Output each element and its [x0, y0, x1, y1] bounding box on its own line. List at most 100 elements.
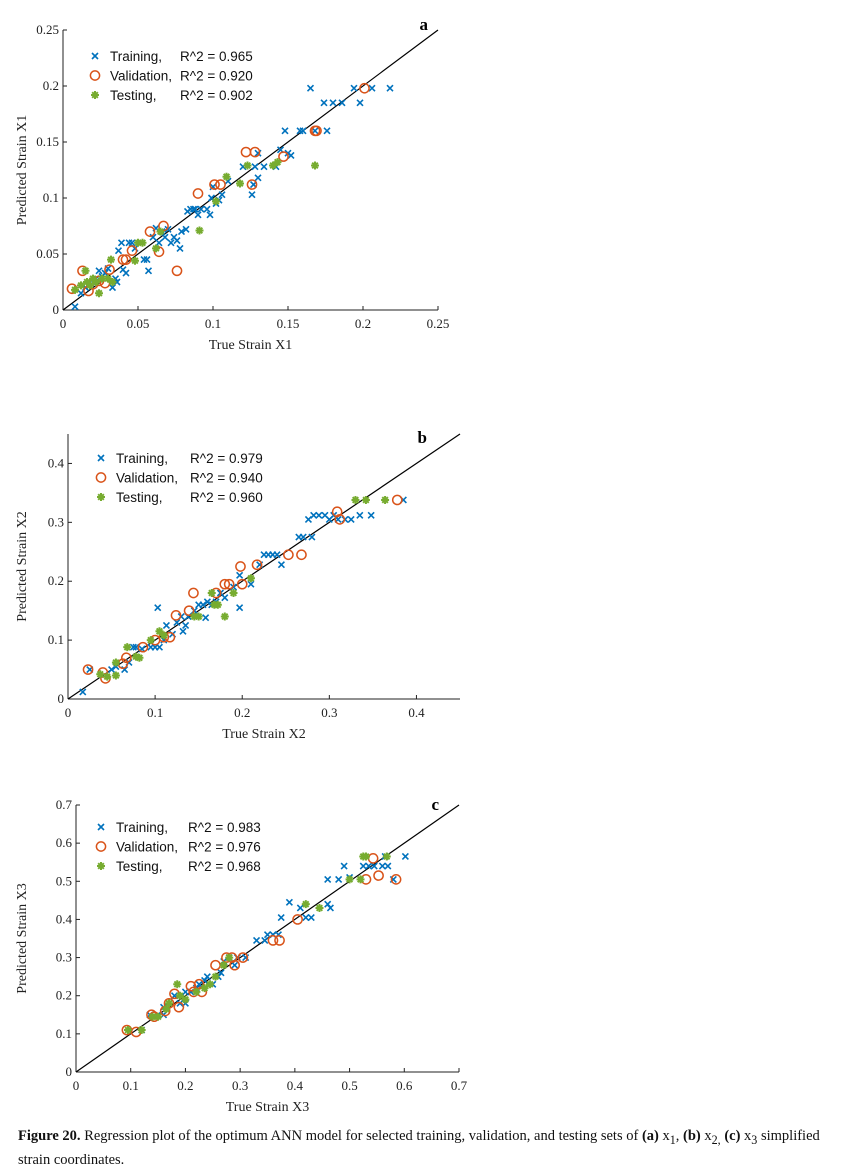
y-tick-label: 0.7: [56, 797, 73, 812]
panel-label: c: [431, 795, 439, 814]
testing-point: [213, 600, 222, 609]
chart-panel-a: 0 0.05 0.1 0.15 0.2 0.25 0 0.05 0.1 0.15 0.2 0.25 Tr…: [15, 15, 449, 353]
training-point: [182, 225, 190, 233]
validation-point: [334, 514, 346, 525]
testing-point: [236, 179, 244, 188]
y-tick-label: 0.15: [36, 134, 59, 149]
series-testing: [123, 852, 391, 1035]
testing-point: [356, 875, 365, 884]
training-point: [197, 205, 205, 213]
validation-point: [121, 652, 132, 664]
testing-point: [190, 612, 199, 621]
validation-point: [292, 914, 303, 925]
legend-marker-validation: [95, 472, 107, 483]
figure-caption: Figure 20. Regression plot of the optimu…: [18, 1126, 828, 1170]
training-point: [194, 211, 202, 219]
testing-point: [138, 238, 147, 247]
y-axis-label: Predicted Strain X2: [15, 511, 30, 621]
validation-point: [170, 610, 182, 621]
training-point: [320, 99, 328, 107]
testing-point: [192, 987, 201, 996]
testing-point: [173, 980, 182, 989]
testing-point: [243, 161, 252, 170]
x-axis-label: True Strain X2: [222, 727, 306, 742]
legend-marker-training: [91, 52, 99, 60]
training-point: [173, 236, 181, 245]
legend-r2-testing: R^2 = 0.960: [190, 490, 263, 505]
x-tick-label: 0.25: [427, 316, 450, 331]
testing-point: [200, 984, 209, 993]
legend-label-validation: Validation,: [116, 471, 178, 486]
training-point: [236, 571, 244, 579]
testing-point: [86, 281, 94, 290]
legend-r2-validation: R^2 = 0.940: [190, 471, 263, 486]
validation-point: [171, 265, 183, 277]
y-tick-label: 0.2: [48, 573, 64, 588]
legend: Training, R^2 = 0.983 Validation, R^2 = 0.9…: [95, 820, 261, 874]
testing-point: [89, 274, 97, 283]
x-tick-label: 0.4: [408, 705, 425, 720]
legend-label-training: Training,: [116, 820, 168, 835]
testing-point: [315, 903, 324, 912]
validation-point: [367, 853, 379, 864]
training-point: [378, 862, 386, 870]
training-point: [273, 551, 281, 559]
validation-point: [144, 226, 156, 237]
x-tick-label: 0.1: [205, 316, 221, 331]
legend-r2-training: R^2 = 0.965: [180, 49, 253, 64]
validation-point: [267, 935, 279, 946]
testing-point: [165, 999, 174, 1008]
legend-marker-training: [97, 454, 105, 462]
training-point: [77, 289, 85, 297]
testing-point: [71, 285, 79, 294]
testing-point: [77, 281, 85, 290]
training-point: [299, 127, 307, 135]
legend-marker-training: [97, 823, 105, 831]
testing-point: [92, 278, 100, 286]
y-tick-label: 0.2: [43, 78, 59, 93]
training-point: [167, 239, 175, 247]
validation-point: [183, 605, 195, 617]
validation-point: [219, 578, 231, 590]
testing-point: [104, 274, 112, 283]
training-point: [326, 904, 334, 912]
x-tick-label: 0.15: [277, 316, 300, 331]
legend-r2-testing: R^2 = 0.968: [188, 859, 261, 874]
testing-point: [311, 161, 319, 170]
testing-point: [154, 1012, 163, 1021]
training-point: [162, 621, 171, 629]
y-tick-label: 0.25: [36, 22, 59, 37]
training-point: [161, 233, 169, 241]
series-validation: [82, 494, 403, 684]
y-tick-label: 0: [66, 1064, 73, 1079]
panel-label: b: [418, 428, 427, 447]
legend-marker-validation: [89, 70, 101, 81]
training-point: [107, 665, 116, 674]
y-tick-label: 0.3: [56, 950, 72, 965]
caption-x3: x: [740, 1128, 752, 1144]
x-tick-label: 0.2: [234, 705, 250, 720]
validation-point: [209, 179, 220, 190]
training-point: [189, 205, 198, 213]
legend-label-validation: Validation,: [116, 840, 178, 855]
validation-point: [117, 254, 129, 265]
validation-point: [331, 506, 343, 518]
testing-point: [212, 197, 220, 206]
testing-point: [225, 953, 234, 962]
validation-point: [229, 959, 241, 971]
validation-point: [278, 151, 289, 162]
training-point: [132, 643, 140, 651]
training-point: [155, 643, 164, 651]
validation-point: [391, 494, 403, 506]
testing-point: [83, 278, 91, 286]
caption-c: (c): [724, 1128, 741, 1144]
legend: Training, R^2 = 0.965 Validation, R^2 = 0.9…: [89, 49, 253, 103]
testing-point: [152, 244, 160, 253]
training-point: [206, 211, 214, 219]
testing-point: [246, 574, 255, 583]
x-tick-label: 0.1: [147, 705, 163, 720]
testing-point: [137, 1026, 146, 1035]
training-point: [335, 875, 343, 883]
training-point: [329, 99, 337, 107]
training-point: [306, 84, 315, 92]
